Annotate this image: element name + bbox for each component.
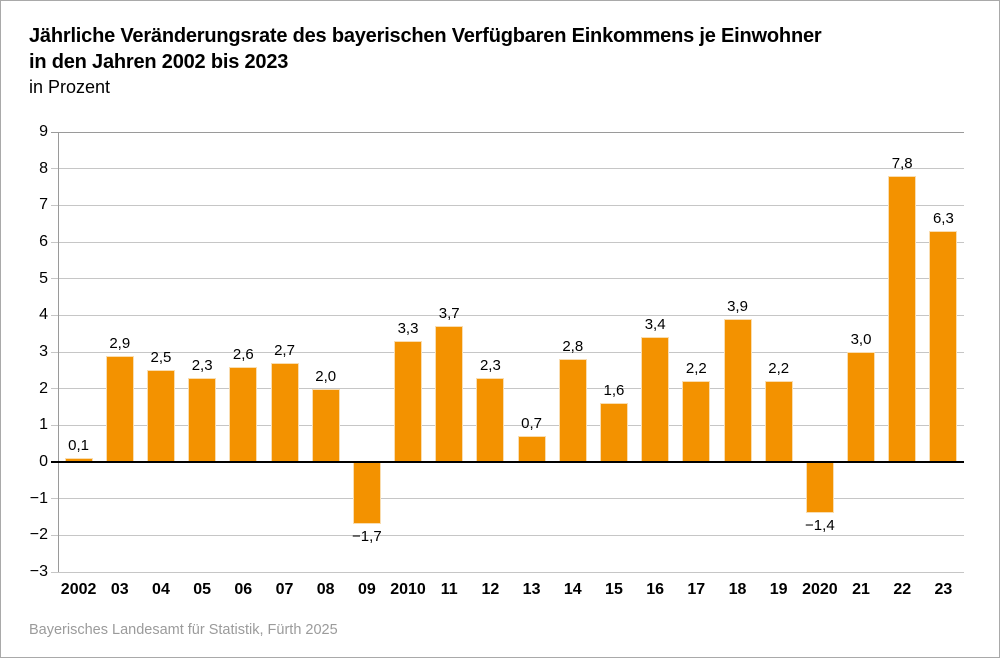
bar xyxy=(723,319,752,462)
bar-value-label: 1,6 xyxy=(603,382,625,400)
y-axis-tick-label: 8 xyxy=(39,159,48,177)
bar xyxy=(311,388,340,462)
bar xyxy=(435,326,464,462)
x-axis-tick-label: 12 xyxy=(481,581,500,598)
title-block: Jährliche Veränderungsrate des bayerisch… xyxy=(29,23,822,100)
bar-chart-plot-area: 9 8 7 6 5 4 3 2 1 0 −1 −2 −3 0,1 2002 2,9 03 2,5 04 2,3 05 2,… xyxy=(30,123,964,598)
bar xyxy=(641,337,670,462)
y-axis-tick-label: −3 xyxy=(29,563,48,580)
x-axis-tick-label: 05 xyxy=(193,581,212,598)
bar xyxy=(352,462,381,525)
bar xyxy=(599,403,628,462)
bar xyxy=(847,352,876,462)
gridline xyxy=(51,204,964,206)
y-axis-line xyxy=(58,132,59,572)
chart-subtitle: in Prozent xyxy=(29,77,111,97)
gridline xyxy=(51,388,964,390)
bar-value-label: 2,3 xyxy=(191,356,213,374)
bar-value-label: 6,3 xyxy=(932,210,954,227)
bar xyxy=(229,366,258,462)
x-axis-tick-label: 18 xyxy=(728,581,747,598)
y-axis-tick-label: 5 xyxy=(39,269,48,287)
bar-value-label: 3,3 xyxy=(397,320,419,337)
gridline xyxy=(51,314,964,316)
bar-value-label: 3,7 xyxy=(438,305,460,323)
gridline xyxy=(51,498,964,500)
y-axis-tick-label: 1 xyxy=(39,416,48,434)
bar xyxy=(476,377,505,462)
x-axis-tick-label: 13 xyxy=(522,581,541,598)
bar xyxy=(929,231,958,462)
bar-value-label: 0,1 xyxy=(68,437,90,455)
x-axis-tick-label: 04 xyxy=(152,581,170,598)
y-axis-tick-label: 9 xyxy=(39,123,48,140)
gridline xyxy=(51,534,964,536)
x-axis-tick-label: 19 xyxy=(769,581,788,598)
x-axis-tick-label: 22 xyxy=(893,581,912,598)
bar-value-label: 2,7 xyxy=(274,342,295,359)
zero-line xyxy=(51,461,964,463)
bar-value-label: −1,4 xyxy=(805,517,835,535)
x-axis-tick-label: 11 xyxy=(440,581,458,598)
bar xyxy=(764,381,793,462)
y-axis-tick-label: 7 xyxy=(39,196,48,214)
x-axis-tick-label: 17 xyxy=(687,581,706,598)
bar xyxy=(682,381,711,462)
bar-value-label: 2,2 xyxy=(685,360,707,378)
chart-title-line-1: Jährliche Veränderungsrate des bayerisch… xyxy=(29,25,822,47)
y-axis-tick-label: −2 xyxy=(29,526,48,544)
y-axis-tick-label: 6 xyxy=(39,233,48,250)
bar xyxy=(188,377,217,462)
x-axis-tick-label: 08 xyxy=(316,581,335,598)
bar xyxy=(146,370,175,462)
x-axis-tick-label: 06 xyxy=(234,581,253,598)
x-axis-tick-label: 23 xyxy=(934,581,953,598)
chart-title-line-2: in den Jahren 2002 bis 2023 xyxy=(29,51,289,73)
bar-value-label: 2,2 xyxy=(768,360,790,378)
gridline xyxy=(51,571,964,573)
y-axis-tick-label: 0 xyxy=(39,453,48,470)
bar-value-label: 2,9 xyxy=(109,334,131,352)
gridline xyxy=(51,131,964,133)
bar xyxy=(558,359,587,462)
x-axis-tick-label: 07 xyxy=(275,581,294,598)
gridline xyxy=(51,424,964,426)
source-note: Bayerisches Landesamt für Statistik, Für… xyxy=(29,622,338,638)
x-axis-tick-label: 2002 xyxy=(60,581,97,598)
bar-value-label: 2,0 xyxy=(315,367,337,385)
gridline xyxy=(51,168,964,170)
bar xyxy=(805,462,834,514)
x-axis-tick-label: 03 xyxy=(110,581,129,598)
bar-value-label: 7,8 xyxy=(891,155,913,172)
gridline xyxy=(51,278,964,280)
y-axis-tick-label: −1 xyxy=(29,489,48,507)
x-axis-tick-label: 09 xyxy=(357,581,376,598)
bar-value-label: 0,7 xyxy=(521,415,542,433)
x-axis-tick-label: 14 xyxy=(563,581,582,598)
bar-value-label: 2,5 xyxy=(150,349,172,367)
x-axis-tick-label: 21 xyxy=(852,581,870,598)
gridline xyxy=(51,351,964,353)
bar xyxy=(270,363,299,462)
bar-value-label: −1,7 xyxy=(352,528,382,546)
bar xyxy=(105,355,134,462)
bar-value-label: 3,9 xyxy=(727,298,748,315)
bar-value-label: 2,3 xyxy=(479,356,501,374)
x-axis-tick-label: 16 xyxy=(646,581,665,598)
bar xyxy=(517,436,546,462)
gridline xyxy=(51,241,964,243)
y-axis-tick-label: 4 xyxy=(39,306,48,324)
bar-value-label: 3,0 xyxy=(850,331,872,348)
x-axis-tick-label: 2020 xyxy=(802,581,838,598)
bar xyxy=(394,341,423,462)
bar-value-label: 3,4 xyxy=(644,316,666,334)
x-axis-tick-label: 2010 xyxy=(390,581,426,598)
bar-value-label: 2,8 xyxy=(562,338,584,356)
bar-value-label: 2,6 xyxy=(232,345,254,363)
y-axis-tick-label: 2 xyxy=(39,379,48,397)
x-axis-tick-label: 15 xyxy=(605,581,623,598)
y-axis-tick-label: 3 xyxy=(39,343,48,360)
